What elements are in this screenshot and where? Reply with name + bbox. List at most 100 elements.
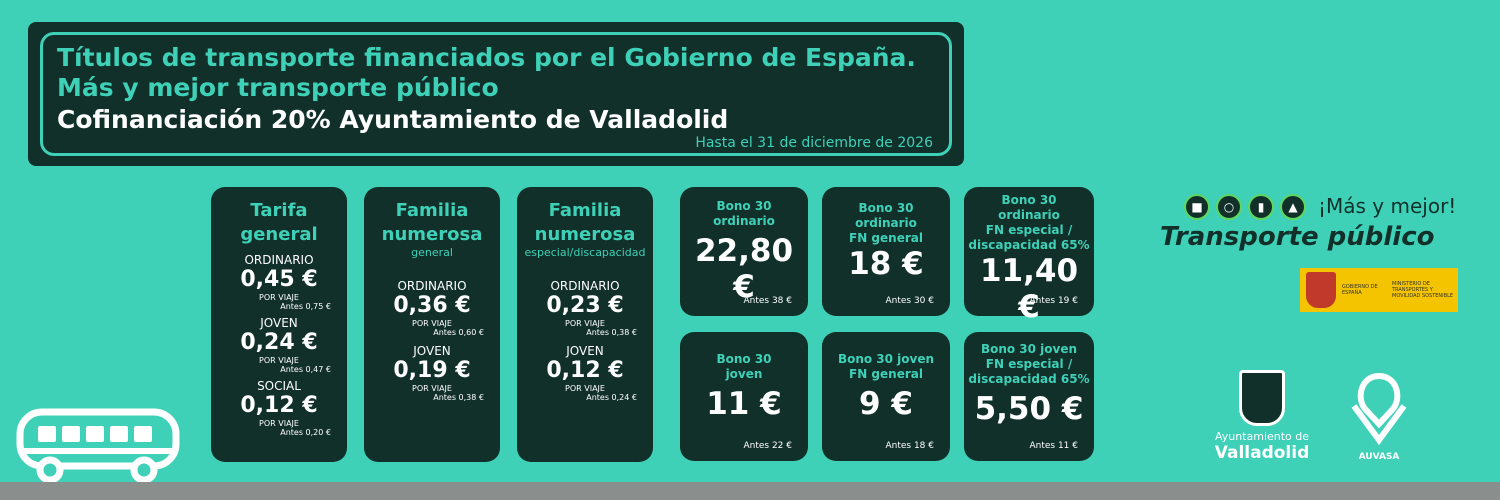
card-title-line-2: general — [240, 224, 318, 245]
validity-date: Hasta el 31 de diciembre de 2026 — [695, 135, 933, 151]
fare-per: POR VIAJE — [259, 419, 299, 428]
bono-30-ordinario-fn-especial-card: Bono 30 ordinario FN especial / discapac… — [964, 187, 1094, 325]
familia-numerosa-general-card: Familia numerosa general ORDINARIO 0,36 … — [364, 187, 500, 462]
auvasa-text: AUVASA — [1358, 452, 1400, 462]
fare-before: Antes 0,75 € — [280, 302, 331, 311]
header-frame: Títulos de transporte financiados por el… — [40, 32, 952, 156]
spain-shield-icon — [1306, 272, 1336, 308]
bono-title-line: Bono 30 — [1001, 193, 1057, 207]
bono-title-line: ordinario — [998, 208, 1060, 222]
card-title-line-2: numerosa — [534, 224, 636, 245]
bono-title: Bono 30 joven FN general — [822, 352, 950, 382]
bono-price: 11,40 € — [979, 253, 1079, 325]
auvasa-logo: AUVASA — [1344, 370, 1414, 462]
bono-30-joven-fn-especial-card: Bono 30 joven FN especial / discapacidad… — [964, 332, 1094, 461]
gov-text: GOBIERNO DE ESPAÑA — [1342, 284, 1378, 296]
bono-before: Antes 30 € — [885, 296, 934, 306]
card-title: Tarifa general — [211, 199, 347, 247]
ministry-text: MINISTERIO DE TRANSPORTES Y MOVILIDAD SO… — [1392, 281, 1454, 299]
fare-label: JOVEN — [413, 344, 451, 358]
bono-title: Bono 30 ordinario — [680, 199, 808, 229]
bono-title-line: FN general — [849, 367, 923, 381]
bono-title-line: Bono 30 — [858, 201, 914, 215]
fare-per: POR VIAJE — [565, 319, 605, 328]
bus-icon — [16, 408, 180, 482]
bono-title-line: FN especial / — [985, 357, 1073, 371]
transport-mode-icons: ■ ○ ▮ ▲ — [1184, 194, 1306, 220]
bono-price: 5,50 € — [974, 391, 1084, 427]
bono-30-joven-card: Bono 30 joven 11 € Antes 22 € — [680, 332, 808, 461]
card-subtitle: general — [411, 246, 453, 259]
familia-numerosa-especial-card: Familia numerosa especial/discapacidad O… — [517, 187, 653, 462]
card-subtitle: especial/discapacidad — [524, 246, 646, 259]
bono-price: 18 € — [848, 246, 924, 282]
bono-30-ordinario-fn-general-card: Bono 30 ordinario FN general 18 € Antes … — [822, 187, 950, 316]
bottom-strip — [0, 482, 1500, 500]
tarifa-general-card: Tarifa general ORDINARIO 0,45 € POR VIAJ… — [211, 187, 347, 462]
bono-title-line: discapacidad 65% — [968, 238, 1090, 252]
fare-price: 0,12 € — [546, 358, 624, 383]
fare-label: ORDINARIO — [397, 279, 467, 293]
train-icon: ▲ — [1280, 194, 1306, 220]
card-title: Familia numerosa — [517, 199, 653, 247]
fare-label: ORDINARIO — [244, 253, 314, 267]
bono-title: Bono 30 joven FN especial / discapacidad… — [964, 342, 1094, 387]
bono-title-line: Bono 30 joven — [980, 342, 1078, 356]
bono-price: 9 € — [859, 386, 913, 422]
bono-title-line: FN especial / — [985, 223, 1073, 237]
bono-title-line: FN general — [849, 231, 923, 245]
fare-before: Antes 0,47 € — [280, 365, 331, 374]
ayuntamiento-valladolid-logo: Ayuntamiento de Valladolid — [1210, 370, 1314, 463]
fare-price: 0,36 € — [393, 293, 471, 318]
bicycle-icon: ○ — [1216, 194, 1242, 220]
ayto-line-1: Ayuntamiento de — [1214, 430, 1310, 443]
bono-title-line: joven — [725, 367, 763, 381]
fare-per: POR VIAJE — [412, 319, 452, 328]
header-line-1: Títulos de transporte financiados por el… — [57, 43, 916, 72]
fare-price: 0,24 € — [240, 330, 318, 355]
fare-label: JOVEN — [260, 316, 298, 330]
header-line-2: Más y mejor transporte público — [57, 73, 499, 102]
bus-icon: ■ — [1184, 194, 1210, 220]
bono-title: Bono 30 ordinario FN especial / discapac… — [964, 193, 1094, 253]
fare-before: Antes 0,38 € — [433, 393, 484, 402]
card-title: Familia numerosa — [364, 199, 500, 247]
bono-title-line: ordinario — [713, 214, 775, 228]
fare-per: POR VIAJE — [259, 356, 299, 365]
gobierno-espana-logo: GOBIERNO DE ESPAÑA MINISTERIO DE TRANSPO… — [1300, 268, 1458, 312]
fare-price: 0,12 € — [240, 393, 318, 418]
bono-30-joven-fn-general-card: Bono 30 joven FN general 9 € Antes 18 € — [822, 332, 950, 461]
bono-title-line: Bono 30 — [716, 199, 772, 213]
fare-price: 0,45 € — [240, 267, 318, 292]
bono-title-line: Bono 30 — [716, 352, 772, 366]
bono-title-line: Bono 30 joven — [837, 352, 935, 366]
fare-per: POR VIAJE — [412, 384, 452, 393]
card-title-line-2: numerosa — [381, 224, 483, 245]
bono-price: 22,80 € — [694, 233, 794, 305]
auvasa-mark-icon — [1351, 373, 1407, 446]
fare-per: POR VIAJE — [565, 384, 605, 393]
bono-title-line: ordinario — [855, 216, 917, 230]
bono-before: Antes 18 € — [885, 441, 934, 451]
fare-before: Antes 0,20 € — [280, 428, 331, 437]
ayto-line-2: Valladolid — [1214, 443, 1310, 463]
fare-per: POR VIAJE — [259, 293, 299, 302]
fare-price: 0,19 € — [393, 358, 471, 383]
fare-before: Antes 0,24 € — [586, 393, 637, 402]
header-banner: Títulos de transporte financiados por el… — [28, 22, 964, 166]
tagline: ¡Más y mejor! — [1318, 194, 1457, 218]
tram-icon: ▮ — [1248, 194, 1274, 220]
fare-before: Antes 0,60 € — [433, 328, 484, 337]
fare-price: 0,23 € — [546, 293, 624, 318]
bono-before: Antes 11 € — [1029, 441, 1078, 451]
fare-label: ORDINARIO — [550, 279, 620, 293]
bono-title-line: discapacidad 65% — [968, 372, 1090, 386]
bono-30-ordinario-card: Bono 30 ordinario 22,80 € Antes 38 € — [680, 187, 808, 316]
fare-label: JOVEN — [566, 344, 604, 358]
card-title-line-1: Familia — [395, 200, 469, 221]
card-title-line-1: Tarifa — [250, 200, 308, 221]
bono-title: Bono 30 ordinario FN general — [822, 201, 950, 246]
bono-price: 11 € — [706, 386, 782, 422]
header-line-3: Cofinanciación 20% Ayuntamiento de Valla… — [57, 105, 729, 134]
fare-label: SOCIAL — [257, 379, 301, 393]
